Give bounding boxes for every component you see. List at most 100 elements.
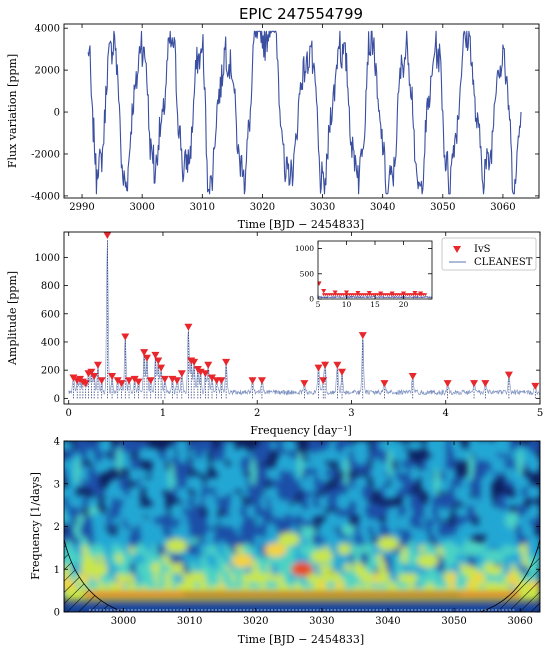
ivs-peak-marker [154, 357, 163, 365]
periodogram-ytick-label: 800 [41, 281, 60, 292]
light-curve-axes-frame [63, 23, 540, 199]
periodogram-xtick-label: 4 [443, 408, 449, 419]
light-curve-ytick-label: -4000 [31, 191, 60, 202]
inset-xtick-label: 10 [342, 300, 352, 309]
periodogram-inset: 5 10 15 20 0 500 1000 [295, 240, 433, 309]
ivs-peak-marker [121, 333, 130, 341]
legend-ivs-marker [453, 246, 461, 253]
periodogram-axes-frame [63, 231, 541, 405]
inset-ytick-label: 0 [309, 295, 314, 304]
inset-xtick-label: 5 [316, 300, 321, 309]
ivs-peak-marker [97, 377, 106, 385]
inset-peak-marker [355, 290, 361, 296]
periodogram-xtick-label: 2 [254, 408, 260, 419]
inset-peak-marker [366, 290, 372, 296]
inset-peak-marker [332, 290, 338, 295]
periodogram-xtick-label: 5 [537, 408, 543, 419]
ivs-peak-marker [93, 361, 102, 369]
light-curve-xtick-label: 3000 [129, 202, 154, 213]
ivs-peak-marker [314, 364, 323, 372]
ivs-peak-marker [173, 377, 182, 385]
ivs-peak-marker [470, 380, 479, 388]
ivs-peak-marker [248, 377, 257, 385]
ivs-peak-marker [380, 380, 389, 388]
ivs-peak-marker [69, 374, 78, 382]
ivs-peak-marker [443, 380, 452, 388]
inset-xtick-label: 20 [399, 300, 409, 309]
wavelet-ytick-label: 0 [54, 608, 60, 619]
inset-peak-marker [321, 288, 327, 294]
ivs-peak-marker [338, 368, 347, 376]
periodogram-xtick-label: 1 [160, 408, 166, 419]
ivs-peak-marker [531, 382, 540, 390]
ivs-peak-marker [125, 377, 134, 385]
wavelet-ytick-label: 1 [54, 565, 60, 576]
wavelet-xtick-label: 3060 [507, 616, 532, 627]
ivs-peak-marker [408, 373, 417, 381]
ivs-peak-marker [146, 377, 155, 385]
legend-cleanest-label: CLEANEST [474, 257, 533, 268]
inset-peak-marker [344, 290, 349, 295]
ivs-peak-marker [257, 377, 266, 385]
light-curve-ytick-label: 4000 [35, 24, 60, 35]
ivs-peak-marker [90, 373, 99, 381]
ivs-peak-marker [157, 364, 166, 372]
inset-ytick-label: 500 [300, 269, 315, 278]
periodogram-ytick-label: 1000 [35, 253, 60, 264]
wavelet-xtick-label: 3020 [243, 616, 268, 627]
ivs-peak-marker [333, 361, 342, 369]
inset-peak-marker [412, 290, 418, 296]
chart-title: EPIC 247554799 [239, 5, 363, 23]
wavelet-panel: 3000 3010 3020 3030 3040 3050 3060 0 1 2 3 4 Time … [29, 437, 541, 646]
ivs-peak-marker [207, 374, 216, 382]
periodogram-legend: IvS CLEANEST [441, 237, 537, 271]
legend-ivs-label: IvS [474, 244, 491, 255]
wavelet-ytick-label: 3 [54, 479, 60, 490]
light-curve-xtick-label: 2990 [69, 202, 94, 213]
ivs-peak-marker [108, 373, 117, 381]
ivs-peak-marker [87, 368, 96, 376]
periodogram-series [68, 232, 540, 399]
ivs-peak-marker [113, 377, 122, 385]
light-curve-xlabel: Time [BJD − 2454833] [238, 218, 364, 231]
periodogram-xtick-label: 3 [348, 408, 354, 419]
ivs-peak-marker [81, 380, 90, 388]
wavelet-xtick-label: 3050 [441, 616, 466, 627]
light-curve-xtick-label: 3030 [310, 202, 335, 213]
light-curve-series [87, 30, 522, 195]
ivs-peak-marker [217, 377, 226, 385]
wavelet-ytick-label: 4 [54, 437, 60, 448]
periodogram-xlabel: Frequency [day⁻¹] [250, 424, 352, 437]
ivs-peak-marker [201, 370, 210, 378]
wavelet-xtick-label: 3040 [375, 616, 400, 627]
wavelet-xtick-label: 3030 [309, 616, 334, 627]
periodogram-ylabel: Amplitude [ppm] [6, 271, 19, 366]
ivs-peak-marker [204, 361, 213, 369]
ivs-peak-marker [142, 354, 151, 362]
light-curve-ytick-label: 2000 [35, 66, 60, 77]
periodogram-ytick-label: 200 [41, 366, 60, 377]
wavelet-ylabel: Frequency [1/days] [29, 472, 42, 580]
ivs-peak-marker [481, 380, 490, 388]
ivs-peak-marker [358, 332, 367, 340]
inset-xtick-label: 15 [370, 300, 380, 309]
wavelet-xlabel: Time [BJD − 2454833] [238, 633, 364, 646]
light-curve-ytick-label: 0 [54, 108, 60, 119]
ivs-peak-marker [130, 375, 139, 383]
ivs-peak-marker [222, 358, 231, 366]
wavelet-xtick-label: 3010 [177, 616, 202, 627]
periodogram-ytick-label: 400 [41, 337, 60, 348]
ivs-peak-marker [134, 378, 143, 386]
ivs-peak-marker [504, 371, 513, 379]
light-curve-xtick-label: 3050 [430, 202, 455, 213]
inset-peak-marker [318, 281, 322, 286]
ivs-peak-marker [300, 380, 309, 388]
ivs-peak-marker [160, 375, 169, 383]
inset-ytick-label: 1000 [295, 244, 314, 253]
ivs-peak-marker [151, 351, 160, 359]
light-curve-line [87, 30, 522, 195]
light-curve-ytick-label: -2000 [31, 149, 60, 160]
ivs-peak-marker [190, 358, 199, 366]
